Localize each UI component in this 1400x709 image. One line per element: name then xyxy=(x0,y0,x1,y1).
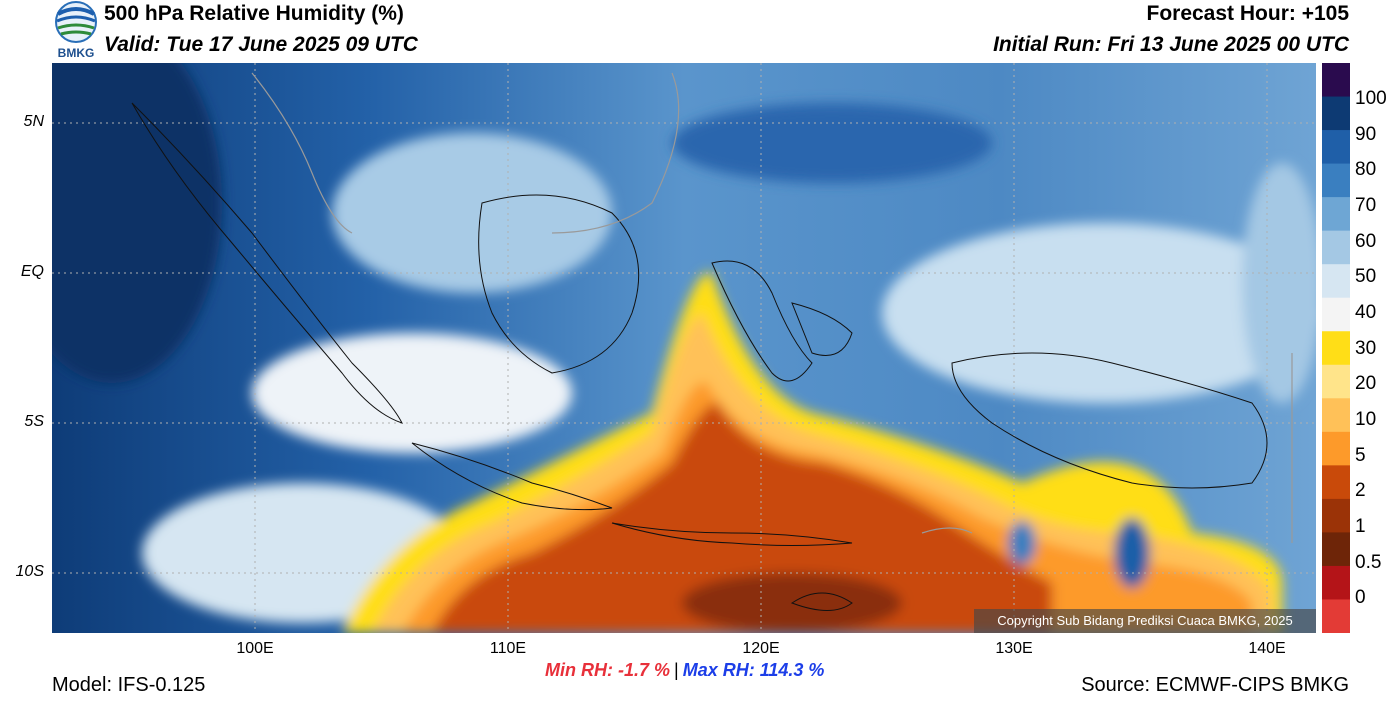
colorbar-label-70: 70 xyxy=(1355,195,1377,216)
initial-run: Initial Run: Fri 13 June 2025 00 UTC xyxy=(993,33,1349,56)
source-label: Source: ECMWF-CIPS BMKG xyxy=(1081,674,1349,696)
colorbar-segment xyxy=(1322,498,1350,533)
model-label: Model: IFS-0.125 xyxy=(52,674,206,696)
max-rh: Max RH: 114.3 % xyxy=(682,660,825,680)
colorbar xyxy=(1322,63,1350,633)
lon-label-130e: 130E xyxy=(995,640,1033,657)
grid-lines xyxy=(52,63,1316,633)
colorbar-segment xyxy=(1322,532,1350,567)
min-max-separator: | xyxy=(674,660,679,680)
lat-label-5n: 5N xyxy=(23,113,44,130)
colorbar-label-50: 50 xyxy=(1355,266,1377,287)
lat-label-10s: 10S xyxy=(15,563,44,580)
colorbar-label-0-5: 0.5 xyxy=(1355,552,1382,573)
colorbar-label-90: 90 xyxy=(1355,124,1377,145)
min-max-rh: Min RH: -1.7 % | Max RH: 114.3 % xyxy=(545,660,824,681)
colorbar-segment xyxy=(1322,264,1350,299)
colorbar-label-1: 1 xyxy=(1355,516,1366,537)
colorbar-segment xyxy=(1322,197,1350,232)
colorbar-label-60: 60 xyxy=(1355,231,1377,252)
colorbar-label-40: 40 xyxy=(1355,302,1377,323)
humidity-field xyxy=(52,63,1316,633)
coastlines xyxy=(131,102,1268,611)
humidity-map xyxy=(52,63,1316,633)
colorbar-segment xyxy=(1322,163,1350,198)
lon-label-100e: 100E xyxy=(236,640,274,657)
bmkg-logo-icon: BMKG xyxy=(55,1,97,60)
valid-time: Valid: Tue 17 June 2025 09 UTC xyxy=(104,33,418,56)
colorbar-segment xyxy=(1322,96,1350,131)
colorbar-label-30: 30 xyxy=(1355,338,1377,359)
colorbar-segment xyxy=(1322,331,1350,366)
lon-label-110e: 110E xyxy=(489,640,527,657)
colorbar-label-100: 100 xyxy=(1355,88,1387,109)
colorbar-segment xyxy=(1322,230,1350,265)
colorbar-segment xyxy=(1322,599,1350,633)
forecast-hour: Forecast Hour: +105 xyxy=(1146,2,1350,25)
colorbar-segment xyxy=(1322,130,1350,165)
colorbar-segment xyxy=(1322,465,1350,500)
borders xyxy=(251,72,1293,543)
lat-label-eq: EQ xyxy=(20,263,44,280)
copyright-label: Copyright Sub Bidang Prediksi Cuaca BMKG… xyxy=(974,609,1316,633)
colorbar-segment xyxy=(1322,63,1350,98)
colorbar-label-80: 80 xyxy=(1355,159,1377,180)
colorbar-segment xyxy=(1322,431,1350,466)
colorbar-segment xyxy=(1322,297,1350,332)
colorbar-label-10: 10 xyxy=(1355,409,1377,430)
lat-label-5s: 5S xyxy=(24,413,44,430)
lon-label-140e: 140E xyxy=(1248,640,1286,657)
lon-label-120e: 120E xyxy=(742,640,780,657)
colorbar-label-0: 0 xyxy=(1355,587,1366,608)
colorbar-segment xyxy=(1322,565,1350,600)
colorbar-label-2: 2 xyxy=(1355,480,1366,501)
colorbar-segment xyxy=(1322,398,1350,433)
colorbar-label-20: 20 xyxy=(1355,373,1377,394)
colorbar-label-5: 5 xyxy=(1355,445,1366,466)
logo-text: BMKG xyxy=(58,46,95,60)
min-rh: Min RH: -1.7 % xyxy=(545,660,671,680)
chart-title: 500 hPa Relative Humidity (%) xyxy=(104,2,404,25)
colorbar-segment xyxy=(1322,364,1350,399)
